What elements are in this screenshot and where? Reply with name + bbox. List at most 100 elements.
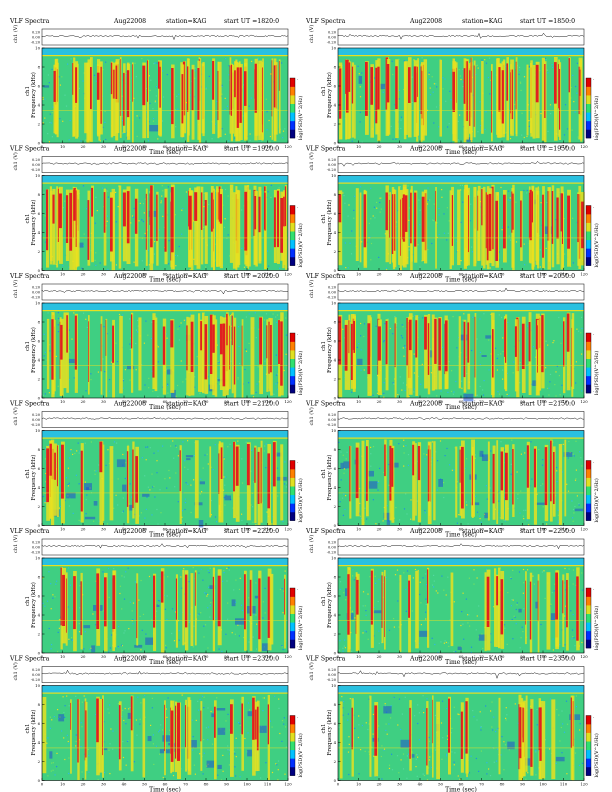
spectrogram-speckle [476, 511, 479, 513]
spectrogram-speckle [52, 597, 54, 599]
spectrogram-streak [537, 319, 539, 395]
spectrogram-speckle [44, 393, 46, 395]
spectrogram-speckle [284, 483, 286, 485]
spectrogram-speckle [147, 446, 149, 448]
spectrogram-speckle [49, 113, 51, 115]
spectrogram-speckle [374, 776, 376, 778]
spectrogram-streak-core [80, 581, 82, 636]
spectrogram-streak-core [132, 449, 134, 508]
spectrogram-streak [236, 190, 241, 265]
spectrogram-streak [384, 570, 386, 650]
spectrogram-speckle [427, 199, 429, 201]
spectrogram-speckle [279, 732, 281, 735]
spectrogram-speckle [243, 84, 245, 86]
spectrogram-speckle [400, 728, 402, 731]
spectrogram-quiet-patch [358, 76, 363, 84]
spectrogram-speckle [138, 515, 140, 517]
spectrogram-narrowband-line [42, 365, 288, 366]
spectrogram-speckle [203, 752, 205, 754]
time-tick-label: 40 [122, 782, 127, 787]
spectrogram-streak-core [181, 74, 184, 124]
spectrogram-speckle [143, 212, 145, 214]
spectrogram-speckle [248, 313, 250, 315]
spectrogram-speckle [378, 578, 380, 580]
colorbar-segment [586, 358, 591, 368]
spectrogram-speckle [153, 118, 155, 120]
spectrogram-speckle [235, 775, 237, 777]
spectrogram-streak-core [135, 456, 138, 503]
colorbar-frame [585, 205, 592, 266]
spectrogram-speckle [536, 724, 538, 726]
spectrogram-speckle [443, 496, 445, 499]
spectrogram-speckle [101, 187, 103, 189]
spectrogram-speckle [462, 319, 464, 321]
spectrogram-speckle [141, 629, 143, 631]
spectrogram-speckle [473, 716, 475, 718]
spectrogram-speckle [361, 724, 363, 727]
spectrogram-speckle [530, 441, 532, 443]
spectrogram-speckle [566, 483, 568, 485]
spectrogram-speckle [250, 504, 252, 506]
spectrogram-streak [219, 189, 223, 269]
spectrogram-speckle [207, 569, 209, 571]
waveform-ytick-label: 0.20 [32, 413, 41, 417]
spectrogram-speckle [431, 441, 433, 443]
time-tick-label: 90 [520, 782, 525, 787]
spectrogram-streak-core [356, 579, 359, 615]
spectrogram-quiet-patch [542, 226, 552, 234]
time-tick-label: 0 [337, 527, 340, 532]
spectrogram-speckle [357, 65, 359, 67]
spectrogram-speckle [527, 325, 529, 327]
frequency-tick-label: 0 [38, 778, 41, 783]
spectrogram-speckle [152, 734, 154, 736]
spectrogram-speckle [506, 372, 508, 374]
spectrogram-speckle [221, 93, 223, 95]
spectrogram-speckle [284, 773, 286, 775]
spectrogram-speckle [425, 598, 427, 600]
frequency-tick-label: 10 [331, 428, 336, 433]
time-tick-label: 40 [418, 272, 423, 277]
spectrogram-speckle [192, 749, 194, 751]
spectrogram-speckle [165, 333, 167, 335]
time-tick-label: 70 [183, 399, 188, 404]
spectrogram-speckle [520, 453, 522, 455]
spectrogram-streak [525, 571, 527, 645]
spectrogram-speckle [78, 483, 80, 485]
time-tick-label: 80 [500, 272, 505, 277]
spectrogram-speckle [342, 192, 344, 194]
spectrogram-speckle [393, 696, 395, 698]
spectrogram-speckle [536, 708, 538, 711]
panel-date: Aug22008 [113, 273, 146, 280]
spectrogram-speckle [139, 117, 141, 119]
spectrogram-speckle [262, 617, 264, 619]
spectrogram-speckle [407, 753, 409, 755]
spectrogram-streak-core [277, 190, 279, 248]
spectrogram-streak-core [60, 567, 62, 626]
spectrogram-streak [579, 60, 582, 134]
spectrogram-streak-core [231, 315, 233, 346]
spectrogram-speckle [361, 241, 363, 243]
spectrogram-streak [412, 441, 416, 521]
panel-station: station=KAG [166, 656, 207, 663]
spectrogram-speckle [456, 240, 458, 242]
spectrogram-speckle [44, 605, 46, 607]
spectrogram-speckle [561, 471, 563, 473]
spectrogram-speckle [397, 600, 399, 602]
time-tick-label: 20 [81, 782, 86, 787]
spectrogram-speckle [277, 373, 279, 375]
spectrogram-speckle [486, 773, 488, 775]
spectrogram-speckle [257, 366, 259, 368]
spectrogram-speckle [181, 587, 183, 589]
spectrogram-speckle [407, 185, 409, 187]
spectrogram-speckle [267, 250, 269, 252]
spectrogram-speckle [339, 588, 341, 590]
spectrogram-speckle [394, 574, 397, 576]
spectrogram-streak-core [385, 192, 388, 231]
spectrogram-speckle [132, 623, 134, 625]
spectrogram-speckle [135, 369, 137, 371]
spectrogram-speckle [205, 266, 207, 268]
spectrogram-streak-core [59, 321, 61, 379]
spectrogram-speckle [395, 507, 397, 509]
spectrogram-speckle [238, 326, 240, 328]
spectrogram-speckle [68, 329, 70, 331]
